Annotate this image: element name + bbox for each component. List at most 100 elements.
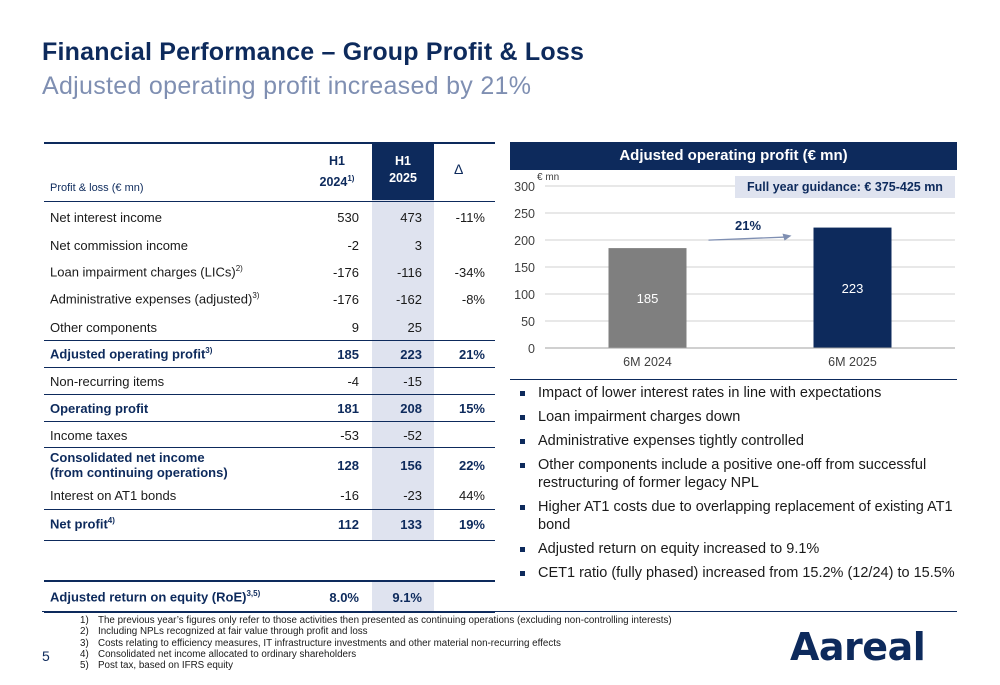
footnote: 4) Consolidated net income allocated to o… <box>80 648 357 660</box>
value-2024: 530 <box>337 209 359 225</box>
table-row-roe: Adjusted return on equity (RoE)3,5) 8.0%… <box>50 589 422 605</box>
value-2025: -116 <box>396 264 422 280</box>
bar-chart: 0 50 100 150 200 250 300€ mn 185 6M 2024 223 6M 20… <box>514 172 955 369</box>
footnote: 5) Post tax, based on IFRS equity <box>80 660 234 672</box>
row-rule <box>44 421 495 422</box>
row-rule <box>44 394 495 395</box>
row-rule <box>44 340 495 341</box>
value-2024: -53 <box>340 427 359 443</box>
roe-bottom-rule <box>44 612 495 613</box>
header-h1-2025: H1 2025 <box>372 142 434 200</box>
value-delta: -34% <box>454 264 485 280</box>
growth-arrow-head <box>782 233 792 241</box>
table-row: Non-recurring items -4 -15 <box>44 368 495 394</box>
footer-rule <box>42 611 957 612</box>
bar-value-label: 185 <box>637 291 659 306</box>
y-tick-label: 200 <box>514 234 535 248</box>
bullet-item: Higher AT1 costs due to overlapping repl… <box>520 498 960 534</box>
table-row: Other components 9 25 <box>44 314 495 340</box>
row-label: Consolidated net income (from continuing … <box>50 450 228 480</box>
x-tick-label: 6M 2025 <box>828 355 877 369</box>
aareal-logo: Aareal <box>790 625 926 669</box>
value-2024: 185 <box>337 346 359 362</box>
value-2025: -23 <box>403 487 422 503</box>
chart-bottom-rule <box>510 379 957 380</box>
roe-top-rule <box>44 580 495 582</box>
row-label: Loan impairment charges (LICs)2) <box>50 264 243 280</box>
value-2025: 133 <box>400 516 422 532</box>
table-row: Operating profit 181 208 15% <box>44 395 495 421</box>
bullet-item: CET1 ratio (fully phased) increased from… <box>520 564 960 582</box>
row-rule <box>44 509 495 510</box>
row-rule <box>44 367 495 368</box>
growth-label: 21% <box>735 218 761 233</box>
x-tick-label: 6M 2024 <box>623 355 672 369</box>
row-label: Net profit4) <box>50 516 115 532</box>
y-tick-label: 50 <box>521 315 535 329</box>
value-2025: -52 <box>403 427 422 443</box>
y-tick-label: 0 <box>528 342 535 356</box>
value-2025: 208 <box>400 400 422 416</box>
guidance-box: Full year guidance: € 375-425 mn <box>735 176 955 198</box>
row-label: Non-recurring items <box>50 373 165 389</box>
page-number: 5 <box>42 648 50 664</box>
page-title: Financial Performance – Group Profit & L… <box>42 38 585 66</box>
chart-heading: Adjusted operating profit (€ mn) <box>510 142 957 170</box>
header-h1-2024: H1 20241) <box>319 154 355 190</box>
table-row: Interest on AT1 bonds -16 -23 44% <box>44 482 495 508</box>
value-2025: -15 <box>403 373 422 389</box>
footnote: 3) Costs relating to efficiency measures,… <box>80 637 561 649</box>
y-tick-label: 300 <box>514 180 535 194</box>
table-row: Income taxes -53 -52 <box>44 422 495 448</box>
y-tick-label: 150 <box>514 261 535 275</box>
bullet-item: Adjusted return on equity increased to 9… <box>520 540 960 558</box>
row-label: Administrative expenses (adjusted)3) <box>50 291 260 307</box>
value-2024: 181 <box>337 400 359 416</box>
h1-2025-column-shade <box>372 142 434 540</box>
value-2025: 25 <box>407 319 422 335</box>
bullet-list: Impact of lower interest rates in line w… <box>520 384 960 582</box>
value-delta: -11% <box>455 209 485 225</box>
row-label: Other components <box>50 319 157 335</box>
value-2025: 223 <box>400 346 422 362</box>
row-rule <box>44 540 495 541</box>
header-rule <box>44 201 495 202</box>
table-row: Loan impairment charges (LICs)2) -176 -116… <box>44 259 495 285</box>
bullet-item: Administrative expenses tightly controll… <box>520 432 960 450</box>
bullet-item: Loan impairment charges down <box>520 408 960 426</box>
value-2024: -176 <box>332 264 359 280</box>
y-tick-label: 100 <box>514 288 535 302</box>
row-rule <box>44 447 495 448</box>
table-row: Adjusted operating profit3) 185 223 21% <box>44 341 495 367</box>
value-2025: 156 <box>400 457 422 473</box>
row-label: Operating profit <box>50 400 149 416</box>
table-row: Net profit4) 112 133 19% <box>44 509 495 539</box>
bar <box>813 227 892 348</box>
value-2024: -2 <box>347 237 359 253</box>
growth-arrow <box>708 236 786 241</box>
row-label: Net commission income <box>50 237 188 253</box>
table-row: Net commission income -2 3 <box>44 232 495 258</box>
value-2025: 3 <box>414 237 422 253</box>
value-delta: 19% <box>458 516 485 532</box>
roe-2025-shade <box>372 582 434 612</box>
value-2024: 128 <box>337 457 359 473</box>
footnote: 2) Including NPLs recognized at fair valu… <box>80 626 368 638</box>
row-label: Interest on AT1 bonds <box>50 487 177 503</box>
table-unit-label: Profit & loss (€ mn) <box>50 182 144 194</box>
value-2024: 9 <box>351 319 359 335</box>
value-delta: 21% <box>458 346 485 362</box>
unit-label: € mn <box>537 172 559 183</box>
footnote: 1) The previous year’s figures only refer… <box>80 615 672 626</box>
row-label: Adjusted operating profit3) <box>50 346 213 362</box>
value-delta: 15% <box>458 400 485 416</box>
page-subtitle: Adjusted operating profit increased by 2… <box>42 72 532 100</box>
value-delta: -8% <box>461 291 485 307</box>
row-label: Income taxes <box>50 427 128 443</box>
bar <box>608 248 687 348</box>
header-delta: Δ <box>454 161 464 177</box>
table-top-rule <box>44 142 495 144</box>
value-2024: 112 <box>338 516 359 532</box>
table-row: Consolidated net income (from continuing … <box>44 448 495 482</box>
table-row: Net interest income 530 473 -11% <box>44 204 495 230</box>
